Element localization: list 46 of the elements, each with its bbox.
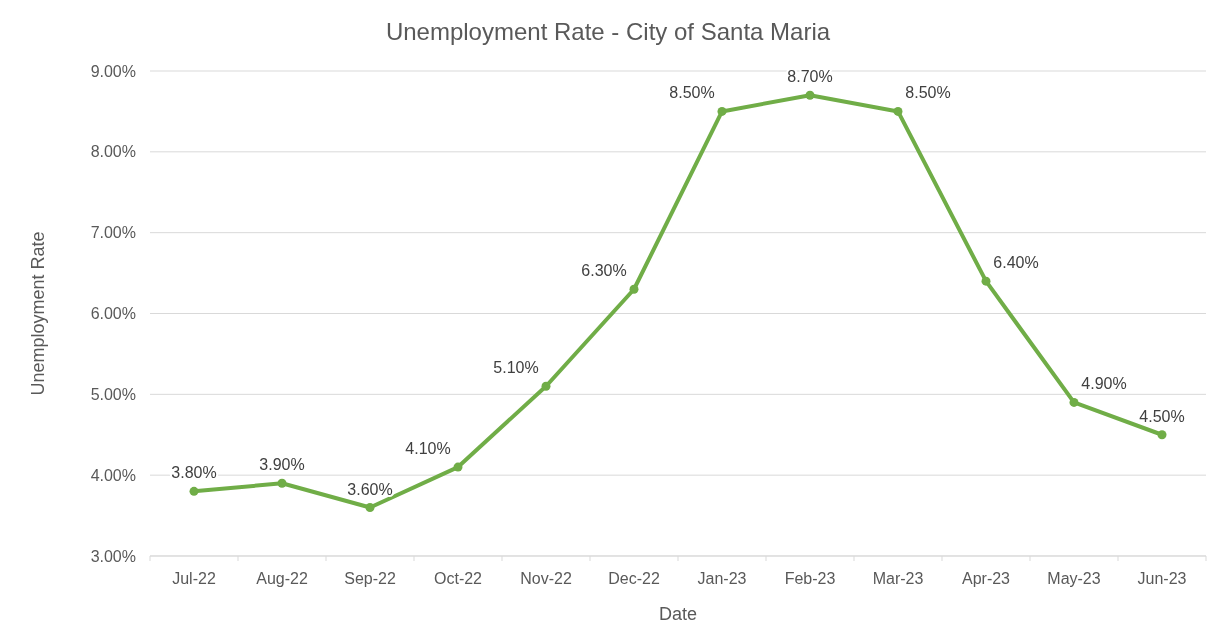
data-label: 3.90% (259, 456, 305, 474)
chart-title: Unemployment Rate - City of Santa Maria (385, 18, 831, 45)
point (629, 284, 639, 294)
point (805, 90, 815, 100)
data-label: 3.60% (347, 480, 393, 498)
y-tick-label: 9.00% (90, 62, 136, 80)
x-tick-label: Dec-22 (608, 570, 660, 587)
x-tick-label: Feb-23 (784, 570, 836, 587)
data-label: 4.10% (405, 440, 451, 458)
data-label: 8.50% (905, 84, 951, 102)
x-tick-label: Sep-22 (344, 570, 396, 587)
y-tick-label: 3.00% (90, 547, 136, 565)
point (541, 381, 551, 391)
point (717, 106, 727, 116)
x-tick-label: May-23 (1047, 570, 1101, 587)
point (453, 462, 463, 472)
y-tick-label: 6.00% (90, 305, 136, 323)
point (893, 106, 903, 116)
data-label: 6.40% (993, 254, 1039, 272)
y-tick-label: 5.00% (90, 385, 136, 403)
x-tick-label: Mar-23 (872, 570, 924, 587)
x-tick-label: Jul-22 (172, 570, 216, 587)
data-label: 4.90% (1081, 375, 1127, 393)
y-tick-label: 8.00% (90, 143, 136, 161)
x-tick-label: Aug-22 (256, 570, 308, 587)
data-label: 6.30% (581, 262, 627, 280)
point (1157, 430, 1167, 440)
x-tick-label: Jan-23 (697, 570, 747, 587)
x-tick-label: Oct-22 (433, 570, 483, 587)
x-tick-label: Jun-23 (1137, 570, 1187, 587)
y-axis-title: Unemployment Rate (28, 231, 48, 396)
data-label: 8.50% (669, 84, 715, 102)
y-tick-label: 4.00% (90, 466, 136, 484)
x-axis-title: Date (658, 604, 698, 624)
x-tick-label: Nov-22 (520, 570, 572, 587)
point (981, 276, 991, 286)
point (1069, 397, 1079, 407)
data-label: 4.50% (1139, 407, 1185, 425)
y-tick-label: 7.00% (90, 224, 136, 242)
point (365, 503, 375, 512)
data-label: 3.80% (171, 464, 217, 482)
data-label: 5.10% (493, 359, 539, 377)
point (277, 478, 287, 488)
data-label: 8.70% (787, 68, 833, 86)
point (189, 486, 199, 496)
x-tick-label: Apr-23 (961, 570, 1011, 587)
